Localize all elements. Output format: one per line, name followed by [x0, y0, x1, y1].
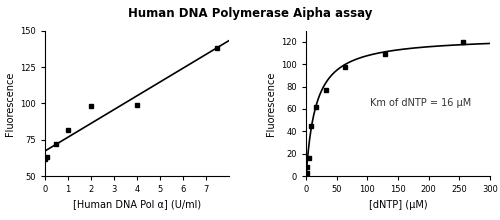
- Y-axis label: Fluorescence: Fluorescence: [266, 71, 276, 136]
- X-axis label: [dNTP] (μM): [dNTP] (μM): [368, 200, 428, 210]
- Text: Human DNA Polymerase Aipha assay: Human DNA Polymerase Aipha assay: [128, 7, 372, 20]
- Y-axis label: Fluorescence: Fluorescence: [4, 71, 15, 136]
- Text: Km of dNTP = 16 μM: Km of dNTP = 16 μM: [370, 98, 472, 108]
- X-axis label: [Human DNA Pol α] (U/ml): [Human DNA Pol α] (U/ml): [73, 200, 201, 210]
